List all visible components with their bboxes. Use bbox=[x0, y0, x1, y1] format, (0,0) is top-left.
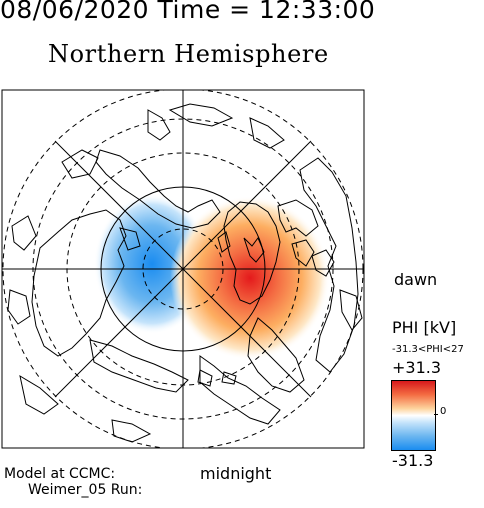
midnight-label: midnight bbox=[200, 464, 272, 483]
coastlines bbox=[7, 103, 363, 443]
model-credit-line2: Weimer_05 Run: bbox=[28, 482, 143, 498]
colorbar-zero-tick bbox=[434, 414, 438, 415]
dawn-label: dawn bbox=[394, 270, 438, 289]
colorbar bbox=[391, 380, 436, 451]
legend-range: -31.3<PHI<27 bbox=[392, 344, 464, 355]
map-frame bbox=[1, 89, 365, 449]
legend-title: PHI [kV] bbox=[392, 318, 457, 337]
legend-max-value: +31.3 bbox=[392, 358, 442, 377]
positive-potential-cell bbox=[170, 196, 330, 360]
meridian-diagonal-2 bbox=[54, 140, 312, 398]
legend-mid-value: 0 bbox=[440, 406, 447, 417]
legend-min-value: -31.3 bbox=[392, 451, 434, 470]
date-time-title: 08/06/2020 Time = 12:33:00 bbox=[0, 0, 376, 24]
model-credit-line1: Model at CCMC: bbox=[4, 466, 116, 482]
hemisphere-title: Northern Hemisphere bbox=[48, 40, 329, 68]
